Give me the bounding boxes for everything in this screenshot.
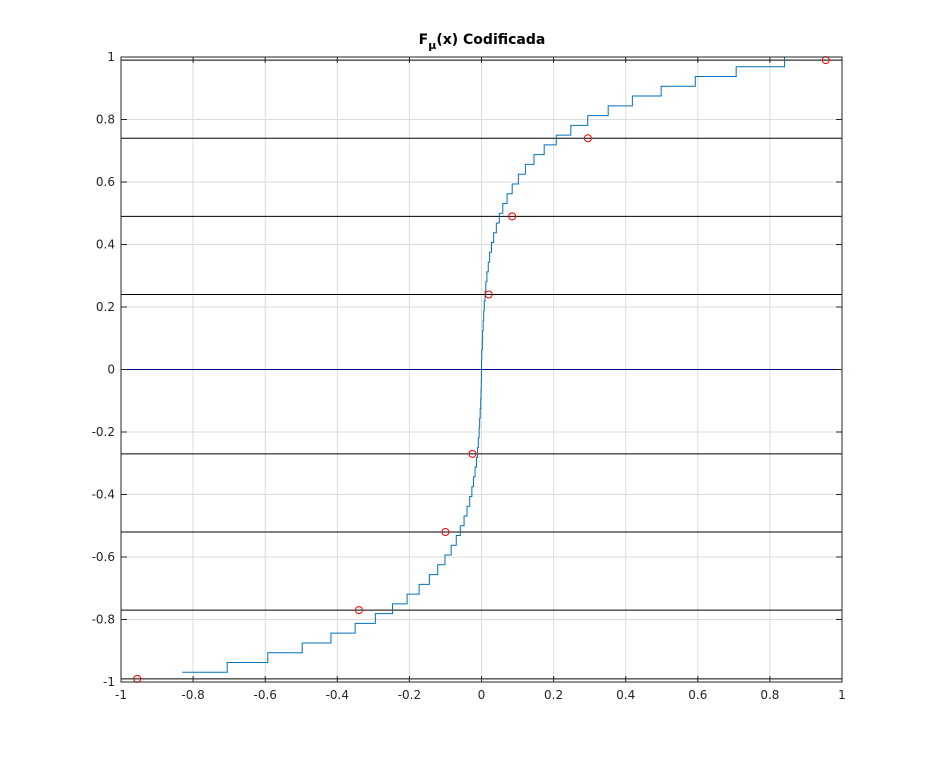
x-tick-label-8: 0.6: [688, 688, 707, 702]
y-tick-label-2: -0.6: [92, 550, 115, 564]
title-subscript: μ: [428, 39, 436, 52]
y-tick-label-4: -0.2: [92, 425, 115, 439]
y-tick-label-9: 0.8: [96, 113, 115, 127]
curve-line: [182, 56, 828, 673]
x-tick-label-0: -1: [115, 688, 127, 702]
chart-title: Fμ(x) Codificada: [419, 32, 546, 52]
x-tick-label-7: 0.4: [616, 688, 635, 702]
marker-5: [508, 212, 517, 221]
marker-4: [484, 290, 493, 299]
y-tick-label-3: -0.4: [92, 488, 115, 502]
x-tick-label-9: 0.8: [760, 688, 779, 702]
x-tick-label-5: 0: [478, 688, 486, 702]
y-axis: -1 -0.8 -0.6 -0.4 -0.2 0 0.2 0.4 0.6 0.8 1: [92, 50, 842, 689]
companding-curve: [182, 56, 828, 673]
y-tick-label-5: 0: [107, 363, 115, 377]
y-tick-label-1: -0.8: [92, 613, 115, 627]
y-tick-label-7: 0.4: [96, 238, 115, 252]
title-rest: (x) Codificada: [436, 32, 545, 48]
x-tick-label-3: -0.4: [326, 688, 349, 702]
marker-1: [354, 606, 363, 615]
title-main: F: [419, 32, 429, 48]
x-tick-label-10: 1: [838, 688, 846, 702]
x-tick-label-4: -0.2: [398, 688, 421, 702]
x-tick-label-1: -0.8: [181, 688, 204, 702]
marker-2: [441, 528, 450, 536]
x-tick-label-2: -0.6: [253, 688, 276, 702]
marker-3: [468, 449, 477, 458]
y-tick-label-6: 0.2: [96, 300, 115, 314]
y-tick-label-10: 1: [107, 50, 115, 64]
x-tick-label-6: 0.2: [544, 688, 563, 702]
marker-6: [583, 134, 592, 143]
x-axis: -1 -0.8 -0.6 -0.4 -0.2 0 0.2 0.4 0.6 0.8 1: [115, 57, 846, 702]
y-tick-label-8: 0.6: [96, 175, 115, 189]
y-tick-label-0: -1: [103, 675, 115, 689]
